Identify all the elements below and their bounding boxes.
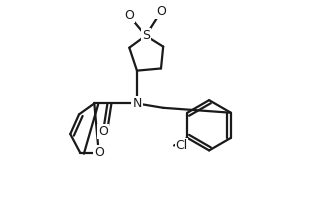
Text: O: O	[98, 125, 108, 138]
Text: N: N	[132, 97, 142, 110]
Text: S: S	[142, 29, 150, 42]
Text: O: O	[156, 5, 166, 18]
Text: O: O	[124, 9, 134, 22]
Text: O: O	[94, 146, 104, 159]
Text: Cl: Cl	[175, 139, 187, 152]
